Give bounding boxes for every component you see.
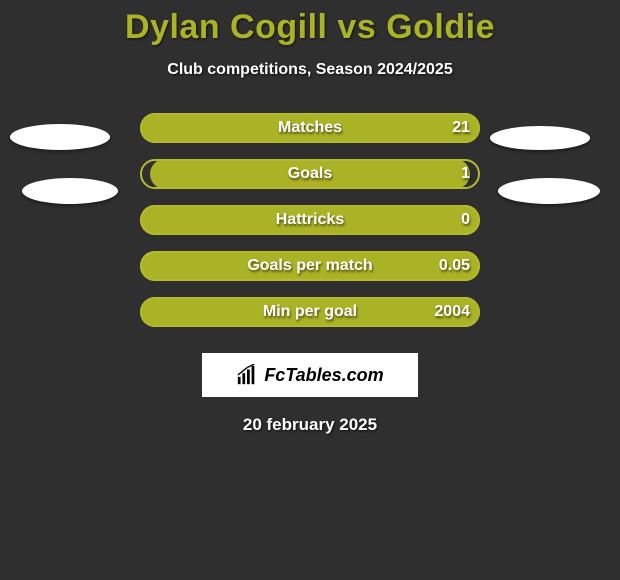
chart-row: Goals per match0.05 xyxy=(0,251,620,297)
decorative-ellipse xyxy=(10,124,110,150)
bar-label: Matches xyxy=(140,113,480,143)
decorative-ellipse xyxy=(490,126,590,150)
bar-value: 1 xyxy=(461,159,470,189)
logo-text: FcTables.com xyxy=(264,365,383,386)
chart-icon xyxy=(236,364,258,386)
bar-value: 0.05 xyxy=(439,251,470,281)
bar-label: Goals per match xyxy=(140,251,480,281)
chart-row: Min per goal2004 xyxy=(0,297,620,343)
bar-value: 2004 xyxy=(434,297,470,327)
bar-value: 0 xyxy=(461,205,470,235)
decorative-ellipse xyxy=(22,178,118,204)
subtitle: Club competitions, Season 2024/2025 xyxy=(0,61,620,79)
page-title: Dylan Cogill vs Goldie xyxy=(0,0,620,47)
decorative-ellipse xyxy=(498,178,600,204)
bar-label: Min per goal xyxy=(140,297,480,327)
logo-box: FcTables.com xyxy=(202,353,418,397)
bar-label: Goals xyxy=(140,159,480,189)
bar-value: 21 xyxy=(452,113,470,143)
bar-label: Hattricks xyxy=(140,205,480,235)
chart-row: Hattricks0 xyxy=(0,205,620,251)
date-text: 20 february 2025 xyxy=(0,415,620,435)
